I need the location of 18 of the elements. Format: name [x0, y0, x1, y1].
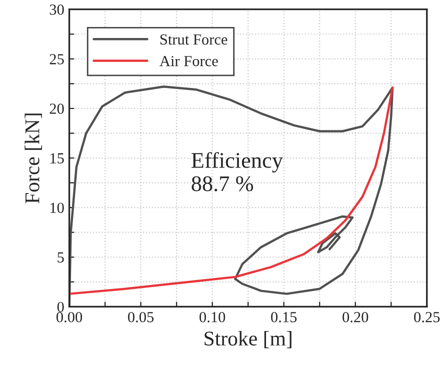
y-tick-label: 5 [58, 252, 64, 263]
y-tick-label: 0 [57, 302, 64, 312]
x-axis-title: Stroke [m] [204, 330, 292, 348]
y-tick-label: 10 [50, 202, 64, 214]
y-tick-label: 15 [50, 153, 64, 164]
legend-label: Strut Force [160, 34, 228, 45]
legend-label: Air Force [160, 56, 218, 66]
x-tick-label: 0.10 [200, 312, 226, 322]
x-tick-label: 0.15 [271, 312, 297, 322]
x-tick-label: 0.25 [414, 312, 440, 322]
x-tick-label: 0.00 [56, 312, 82, 322]
y-tick-label: 25 [50, 54, 64, 64]
annotation: Efficiency 88.7 % [192, 152, 283, 192]
y-tick-label: 30 [50, 4, 64, 15]
y-tick-label: 20 [50, 104, 64, 114]
x-tick-label: 0.20 [342, 312, 368, 322]
y-axis-title: Force [kN] [24, 114, 42, 204]
x-tick-label: 0.05 [128, 312, 154, 322]
